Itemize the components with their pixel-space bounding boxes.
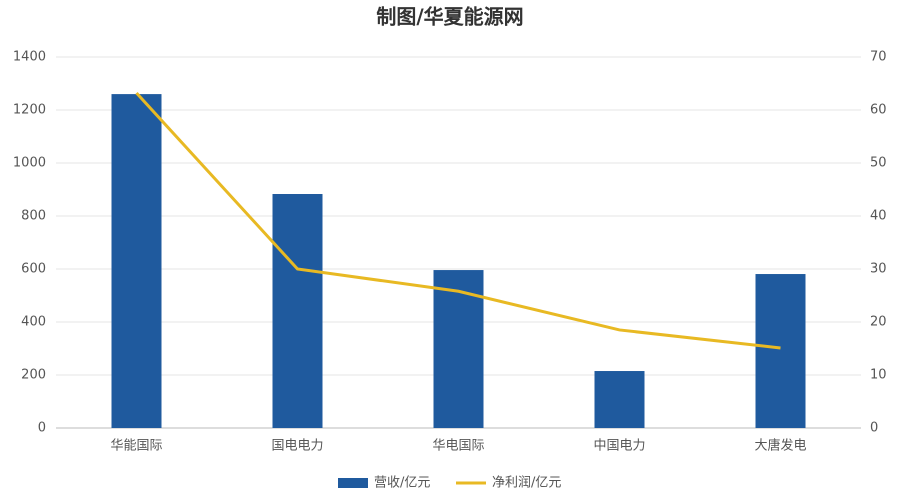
y2-tick-label: 10: [870, 368, 887, 383]
y-tick-label: 200: [21, 368, 46, 383]
x-tick-label: 中国电力: [593, 439, 645, 454]
y-tick-label: 800: [21, 209, 46, 224]
chart-title: 制图/华夏能源网: [376, 5, 523, 29]
y-tick-label: 1400: [13, 50, 46, 65]
bar: [272, 194, 323, 428]
legend-label: 营收/亿元: [374, 476, 430, 491]
bar: [755, 274, 806, 428]
y2-tick-label: 70: [870, 50, 887, 65]
y-tick-label: 1200: [13, 103, 46, 118]
y-tick-label: 1000: [13, 156, 46, 171]
y-tick-label: 0: [38, 421, 46, 436]
line: [135, 92, 781, 350]
bar: [111, 94, 162, 428]
y2-tick-label: 20: [870, 315, 887, 330]
bar: [594, 371, 645, 428]
y2-tick-label: 50: [870, 156, 887, 171]
bar: [433, 270, 484, 428]
x-tick-label: 国电电力: [271, 439, 323, 454]
y-tick-label: 400: [21, 315, 46, 330]
x-tick-label: 华电国际: [432, 439, 484, 454]
x-tick-label: 大唐发电: [754, 438, 806, 454]
y2-tick-label: 60: [870, 103, 887, 118]
y-tick-label: 600: [21, 262, 46, 277]
y2-tick-label: 30: [870, 262, 887, 277]
y2-tick-label: 40: [870, 209, 887, 224]
legend-label: 净利润/亿元: [492, 476, 561, 491]
legend-swatch: [338, 478, 368, 488]
x-tick-label: 华能国际: [110, 439, 162, 454]
y2-tick-label: 0: [870, 421, 878, 436]
